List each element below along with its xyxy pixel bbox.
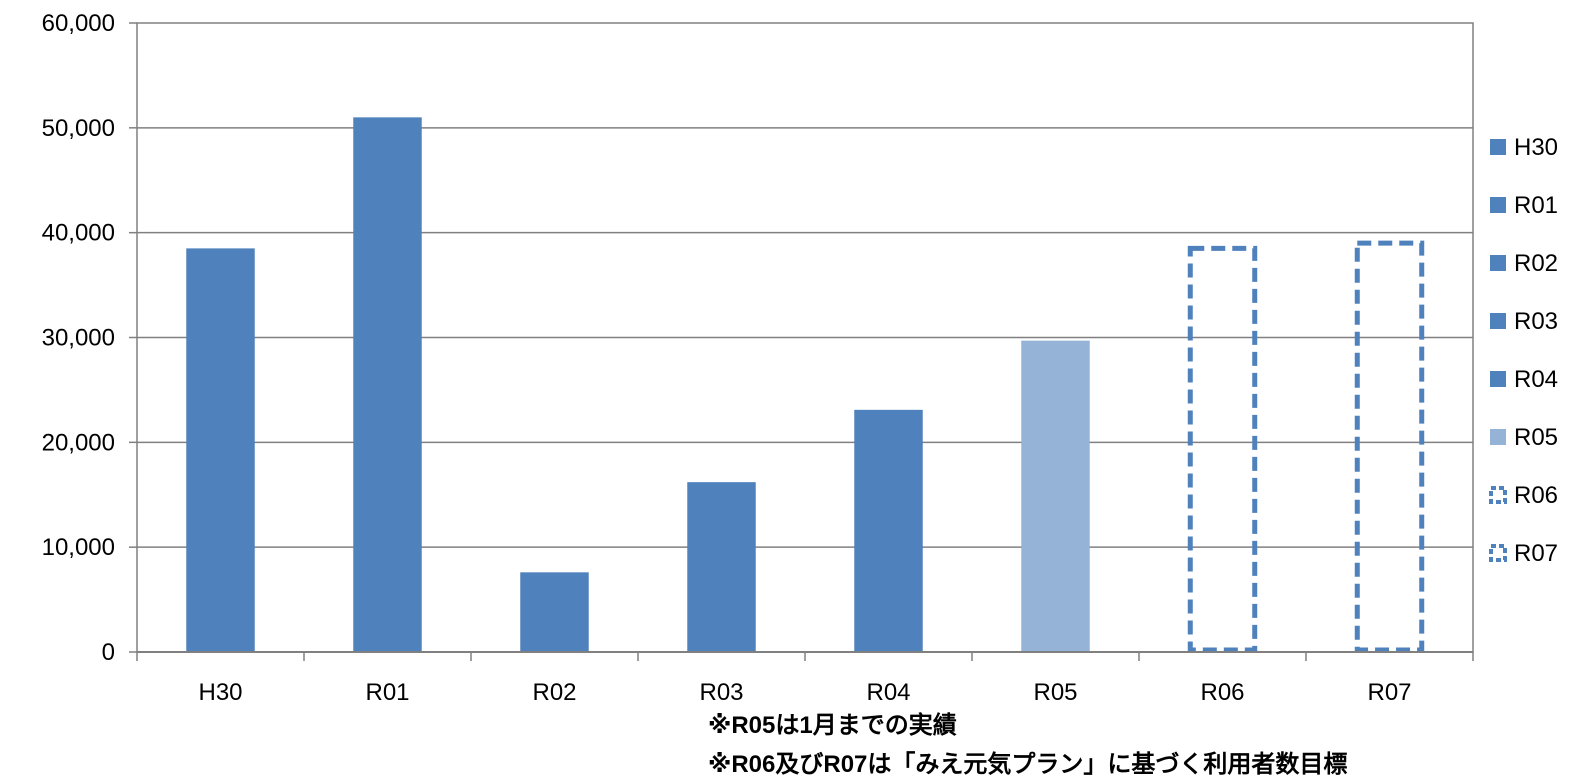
y-tick-label: 10,000 (42, 534, 115, 561)
x-tick-label: R03 (699, 679, 743, 706)
y-tick-label: 60,000 (42, 10, 115, 37)
bar-r06 (1187, 245, 1258, 653)
y-tick-label: 50,000 (42, 115, 115, 142)
y-tick-label: 20,000 (42, 429, 115, 456)
legend-swatch-r07 (1489, 544, 1507, 562)
legend-label-r01: R01 (1514, 192, 1558, 219)
legend-swatch-r06 (1489, 486, 1507, 504)
legend-swatch-r01 (1490, 197, 1506, 213)
note-1: ※R05は1月までの実績 (708, 711, 957, 739)
legend-swatch-r04 (1490, 371, 1506, 387)
legend: H30 R01 R02 R03 R04 R05 R06 R07 (1489, 134, 1558, 567)
y-tick-label: 0 (102, 639, 115, 666)
bars (186, 117, 1425, 653)
legend-swatch-r03 (1490, 313, 1506, 329)
x-axis: H30 R01 R02 R03 R04 R05 R06 R07 (136, 651, 1474, 706)
legend-label-r07: R07 (1514, 540, 1558, 567)
x-tick-label: H30 (198, 679, 242, 706)
bar-r05 (1021, 340, 1090, 652)
y-tick-label: 40,000 (42, 220, 115, 247)
x-tick-label: R02 (532, 679, 576, 706)
y-tick-label: 30,000 (42, 325, 115, 352)
x-tick-label: R04 (866, 679, 910, 706)
bar-r02 (520, 572, 589, 652)
legend-swatch-r02 (1490, 255, 1506, 271)
y-axis-ticks: 0 10,000 20,000 30,000 40,000 50,000 60,000 (42, 10, 137, 666)
x-tick-label: R07 (1367, 679, 1411, 706)
bar-r04 (854, 409, 923, 652)
bar-h30 (186, 248, 255, 652)
legend-label-r03: R03 (1514, 308, 1558, 335)
legend-swatch-r05 (1490, 429, 1506, 445)
note-2: ※R06及びR07は「みえ元気プラン」に基づく利用者数目標 (708, 750, 1347, 778)
bar-r01 (353, 117, 422, 653)
notes: ※R05は1月までの実績 ※R06及びR07は「みえ元気プラン」に基づく利用者数… (708, 711, 1347, 778)
bar-r07 (1354, 240, 1425, 653)
legend-label-r05: R05 (1514, 424, 1558, 451)
bar-r03 (687, 482, 756, 652)
legend-label-r04: R04 (1514, 366, 1558, 393)
x-tick-label: R01 (365, 679, 409, 706)
x-tick-label: R06 (1200, 679, 1244, 706)
x-tick-label: R05 (1033, 679, 1077, 706)
legend-swatch-h30 (1490, 139, 1506, 155)
legend-label-r06: R06 (1514, 482, 1558, 509)
legend-label-h30: H30 (1514, 134, 1558, 161)
legend-label-r02: R02 (1514, 250, 1558, 277)
